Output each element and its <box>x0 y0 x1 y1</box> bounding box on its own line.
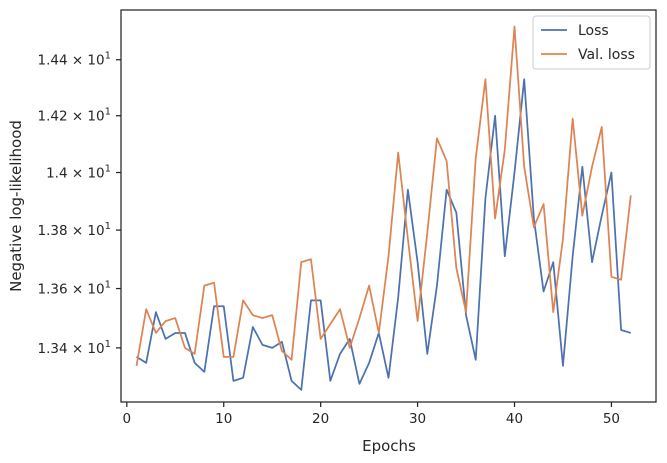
y-tick-label: 1.38 × 101 <box>37 221 111 239</box>
series-line-1 <box>136 78 632 391</box>
x-tick-label: 20 <box>312 411 329 427</box>
legend-label-1: Loss <box>578 23 609 39</box>
axes-frame <box>120 9 657 403</box>
x-tick-label: 10 <box>215 411 232 427</box>
y-tick-label: 1.4 × 101 <box>46 164 111 182</box>
y-tick-label: 1.34 × 101 <box>37 339 111 357</box>
plot-area <box>120 9 657 403</box>
x-axis-label: Epochs <box>362 437 416 455</box>
y-tick-label: 1.36 × 101 <box>37 280 111 298</box>
y-tick-label: 1.44 × 101 <box>37 51 111 69</box>
y-tick-label: 1.42 × 101 <box>37 107 111 125</box>
x-tick-label: 0 <box>123 411 132 427</box>
x-tick-label: 50 <box>603 411 620 427</box>
legend-label-2: Val. loss <box>578 47 635 63</box>
series-layer <box>135 25 632 391</box>
y-axis-label: Negative log-likelihood <box>7 120 25 292</box>
y-axis: 1.34 × 101 1.36 × 101 1.38 × 101 1.4 × 101 1… <box>37 51 121 357</box>
x-axis: 0 10 20 30 40 50 <box>123 402 620 427</box>
x-tick-label: 40 <box>506 411 523 427</box>
legend: Loss Val. loss <box>532 15 651 70</box>
series-line-2 <box>135 25 632 366</box>
x-tick-label: 30 <box>409 411 426 427</box>
